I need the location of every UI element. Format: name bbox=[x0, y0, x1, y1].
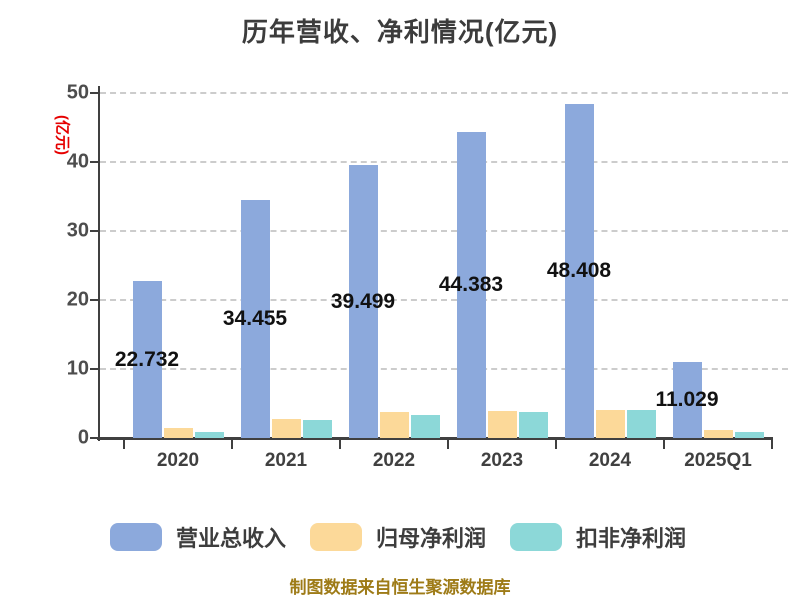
bar-revenue bbox=[672, 362, 702, 438]
bar-value-label: 22.732 bbox=[114, 347, 180, 371]
x-axis-label-2023: 2023 bbox=[480, 450, 524, 471]
bar-deducted-net-profit bbox=[194, 432, 224, 438]
bar-revenue bbox=[564, 104, 594, 438]
y-axis-tick-label: 10 bbox=[66, 357, 89, 380]
y-axis-tick-label: 50 bbox=[66, 81, 89, 104]
y-axis-tick bbox=[90, 161, 99, 163]
bar-value-label: 11.029 bbox=[655, 388, 719, 411]
x-axis-tick bbox=[663, 440, 665, 449]
y-axis-tick-label: 0 bbox=[77, 426, 89, 449]
data-source-caption: 制图数据来自恒生聚源数据库 bbox=[289, 578, 511, 597]
y-axis-unit-label: (亿元) bbox=[53, 115, 71, 155]
bar-net-profit bbox=[271, 419, 301, 438]
grid-line bbox=[100, 299, 788, 301]
x-axis-label-2025Q1: 2025Q1 bbox=[684, 450, 752, 471]
y-axis-tick bbox=[90, 368, 99, 370]
grid-line bbox=[100, 368, 788, 370]
bar-value-label: 44.383 bbox=[438, 273, 504, 296]
bar-net-profit bbox=[163, 428, 193, 438]
x-axis-tick bbox=[555, 440, 557, 449]
legend-label: 扣非净利润 bbox=[576, 526, 687, 551]
bar-value-label: 34.455 bbox=[222, 307, 288, 330]
bar-deducted-net-profit bbox=[410, 415, 440, 438]
bar-value-label: 39.499 bbox=[330, 289, 396, 313]
grid-line bbox=[100, 92, 788, 94]
bar-revenue bbox=[132, 281, 162, 438]
legend-swatch-revenue bbox=[110, 523, 162, 551]
x-axis-label-2020: 2020 bbox=[156, 450, 200, 471]
legend-label: 营业总收入 bbox=[176, 526, 287, 551]
bar-revenue bbox=[456, 132, 486, 438]
y-axis-tick-label: 20 bbox=[66, 288, 89, 311]
legend-swatch-deducted-net-profit bbox=[510, 523, 562, 551]
bar-net-profit bbox=[487, 411, 517, 438]
bar-revenue bbox=[348, 165, 378, 438]
legend-swatch-net-profit bbox=[310, 523, 362, 551]
bar-net-profit bbox=[379, 412, 409, 438]
x-axis-label-2022: 2022 bbox=[372, 450, 416, 471]
y-axis-tick bbox=[90, 230, 99, 232]
y-axis-tick bbox=[90, 92, 99, 94]
legend-label: 归母净利润 bbox=[376, 526, 487, 551]
x-axis-label-2021: 2021 bbox=[264, 450, 308, 471]
bar-net-profit bbox=[703, 430, 733, 438]
x-axis-tick bbox=[231, 440, 233, 449]
x-axis-tick bbox=[771, 440, 773, 449]
x-axis-tick bbox=[447, 440, 449, 449]
legend-item-net-profit[interactable]: 归母净利润 bbox=[310, 521, 486, 553]
grid-line bbox=[100, 161, 788, 163]
chart-title: 历年营收、净利情况(亿元) bbox=[241, 17, 559, 47]
bar-value-label: 48.408 bbox=[546, 259, 612, 282]
y-axis-tick bbox=[90, 437, 99, 439]
bar-revenue bbox=[240, 200, 270, 438]
bar-deducted-net-profit bbox=[734, 432, 764, 438]
x-axis-tick bbox=[339, 440, 341, 449]
bar-deducted-net-profit bbox=[626, 410, 656, 438]
legend-item-deducted-net-profit[interactable]: 扣非净利润 bbox=[510, 521, 686, 553]
bar-deducted-net-profit bbox=[518, 412, 548, 438]
grid-line bbox=[100, 230, 788, 232]
x-axis-line bbox=[97, 437, 773, 440]
bar-deducted-net-profit bbox=[302, 420, 332, 438]
y-axis-tick-label: 40 bbox=[66, 150, 89, 173]
y-axis-line bbox=[98, 86, 100, 441]
x-axis-label-2024: 2024 bbox=[588, 450, 632, 471]
y-axis-tick bbox=[90, 299, 99, 301]
x-axis-tick bbox=[123, 440, 125, 449]
legend: 营业总收入 归母净利润 扣非净利润 bbox=[0, 521, 800, 551]
legend-item-revenue[interactable]: 营业总收入 bbox=[110, 521, 286, 553]
y-axis-tick-label: 30 bbox=[66, 219, 89, 242]
bar-net-profit bbox=[595, 410, 625, 438]
